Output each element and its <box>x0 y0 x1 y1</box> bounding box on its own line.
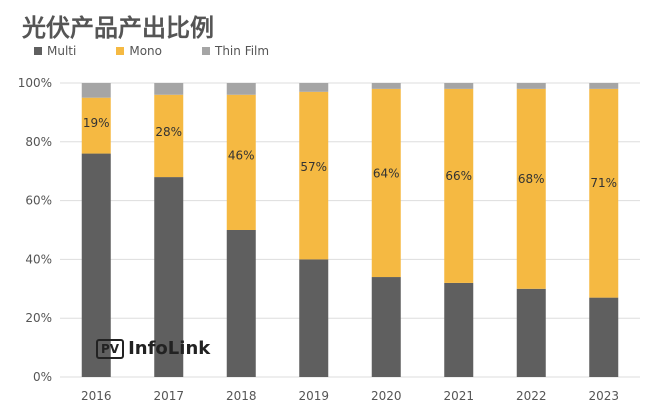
x-tick-label: 2016 <box>81 389 112 403</box>
bar-multi <box>516 288 546 377</box>
x-tick-label: 2017 <box>153 389 184 403</box>
bar-mono <box>226 94 256 230</box>
y-tick-label: 80% <box>25 135 52 149</box>
data-label: 46% <box>228 149 255 163</box>
legend-label: Thin Film <box>215 44 270 58</box>
legend-swatch <box>116 47 125 55</box>
data-label: 71% <box>590 176 617 190</box>
bar-thin-film <box>516 83 546 89</box>
bar-thin-film <box>299 83 329 92</box>
data-label: 57% <box>300 160 327 174</box>
legend: Multi Mono Thin Film <box>34 44 269 58</box>
bar-thin-film <box>444 83 474 89</box>
legend-label: Multi <box>47 44 77 58</box>
legend-mono: Mono <box>116 44 162 58</box>
watermark-logo: PV InfoLink <box>96 338 210 359</box>
y-tick-label: 40% <box>25 252 52 266</box>
data-label: 68% <box>518 172 545 186</box>
bar-mono <box>371 88 401 278</box>
bar-mono <box>81 97 111 154</box>
data-label: 64% <box>373 167 400 181</box>
y-tick-label: 0% <box>33 370 52 384</box>
x-tick-label: 2020 <box>371 389 402 403</box>
legend-multi: Multi <box>34 44 76 58</box>
chart-title: 光伏产品产出比例 <box>22 14 214 42</box>
bar-mono <box>589 88 619 298</box>
bar-multi <box>154 177 184 377</box>
y-tick-label: 100% <box>18 76 52 90</box>
bar-thin-film <box>154 83 184 95</box>
bar-thin-film <box>81 83 111 98</box>
legend-thin-film: Thin Film <box>202 44 269 58</box>
bar-thin-film <box>371 83 401 89</box>
bar-mono <box>516 88 546 289</box>
legend-swatch <box>34 47 42 55</box>
y-tick-label: 20% <box>25 311 52 325</box>
bar-multi <box>589 297 619 377</box>
bar-multi <box>226 230 256 377</box>
bar-multi <box>299 259 329 377</box>
bar-thin-film <box>589 83 619 89</box>
data-label: 19% <box>83 116 110 130</box>
bar-mono <box>154 94 184 178</box>
bar-multi <box>444 282 474 377</box>
legend-swatch <box>202 47 210 55</box>
x-tick-label: 2023 <box>588 389 619 403</box>
x-tick-label: 2021 <box>443 389 474 403</box>
y-tick-label: 60% <box>25 194 52 208</box>
x-tick-label: 2018 <box>226 389 257 403</box>
bar-thin-film <box>226 83 256 95</box>
x-tick-label: 2019 <box>298 389 329 403</box>
bar-mono <box>299 91 329 260</box>
data-label: 28% <box>155 125 182 139</box>
data-label: 66% <box>445 169 472 183</box>
legend-label: Mono <box>129 44 162 58</box>
x-tick-label: 2022 <box>516 389 547 403</box>
bar-mono <box>444 88 474 283</box>
bar-multi <box>371 277 401 377</box>
